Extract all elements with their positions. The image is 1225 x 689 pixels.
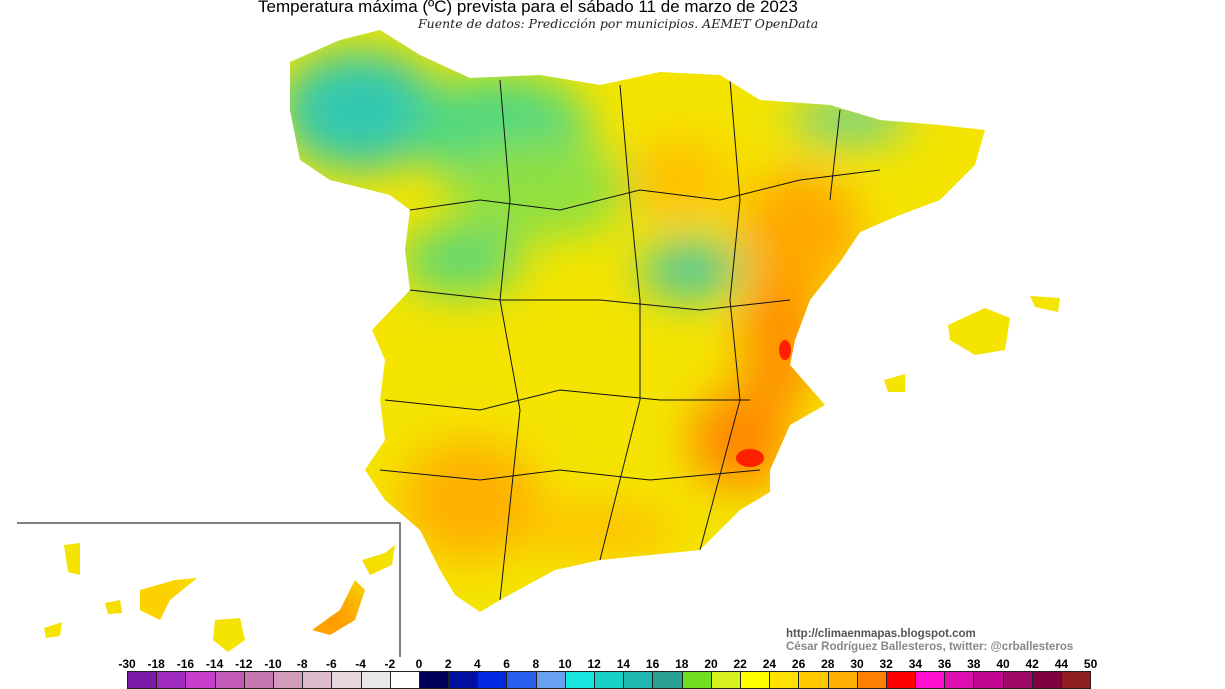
legend-color-box bbox=[478, 672, 508, 688]
legend-color-box bbox=[215, 672, 245, 688]
legend-label: 22 bbox=[733, 657, 747, 671]
legend-label: 28 bbox=[821, 657, 835, 671]
legend-label: 34 bbox=[908, 657, 923, 671]
legend-color-box bbox=[770, 672, 800, 688]
legend-color-box bbox=[945, 672, 975, 688]
legend-color-box bbox=[565, 672, 595, 688]
legend-label: 14 bbox=[616, 657, 631, 671]
legend-color-box bbox=[186, 672, 216, 688]
legend-color-box bbox=[1003, 672, 1033, 688]
map-subtitle: Fuente de datos: Predicción por municipi… bbox=[418, 16, 819, 31]
legend-label: 24 bbox=[762, 657, 777, 671]
legend-label: 50 bbox=[1083, 657, 1098, 671]
legend-label: 4 bbox=[474, 657, 481, 671]
legend-label: 6 bbox=[503, 657, 510, 671]
legend-color-box bbox=[303, 672, 333, 688]
legend-color-box bbox=[390, 672, 420, 688]
legend-label: -14 bbox=[205, 657, 224, 671]
legend-label: 42 bbox=[1025, 657, 1039, 671]
legend-label: 20 bbox=[704, 657, 718, 671]
legend-label: -16 bbox=[176, 657, 195, 671]
legend-color-box bbox=[916, 672, 946, 688]
legend-label: -12 bbox=[235, 657, 253, 671]
legend-label: 38 bbox=[967, 657, 981, 671]
credit-url: http://climaenmapas.blogspot.com bbox=[786, 628, 976, 640]
legend-color-box bbox=[332, 672, 362, 688]
map-title: Temperatura máxima (ºC) prevista para el… bbox=[258, 0, 798, 16]
legend-color-box bbox=[595, 672, 625, 688]
legend-color-box bbox=[244, 672, 274, 688]
legend-label: -4 bbox=[355, 657, 366, 671]
province-borders bbox=[379, 79, 881, 601]
legend-label: 12 bbox=[587, 657, 601, 671]
legend-color-box bbox=[624, 672, 654, 688]
legend-label: 30 bbox=[850, 657, 864, 671]
legend-label: 16 bbox=[645, 657, 660, 671]
legend-color-box bbox=[507, 672, 537, 688]
legend-color-box bbox=[828, 672, 858, 688]
color-legend bbox=[127, 671, 1092, 689]
legend-color-box bbox=[740, 672, 771, 688]
legend-color-box bbox=[974, 672, 1004, 688]
legend-color-box bbox=[361, 672, 391, 688]
legend-color-box bbox=[273, 672, 304, 688]
legend-color-box bbox=[886, 672, 917, 688]
legend-color-box bbox=[157, 672, 187, 688]
legend-label: -10 bbox=[264, 657, 282, 671]
legend-label: 26 bbox=[791, 657, 806, 671]
legend-color-box bbox=[682, 672, 712, 688]
legend-label: 32 bbox=[879, 657, 893, 671]
legend-label: 18 bbox=[675, 657, 689, 671]
legend-color-box bbox=[711, 672, 741, 688]
legend-color-box bbox=[449, 672, 479, 688]
canary-islands-inset-border bbox=[17, 522, 401, 657]
legend-color-box bbox=[653, 672, 683, 688]
legend-label: 0 bbox=[415, 657, 423, 671]
legend-label: -18 bbox=[147, 657, 165, 671]
legend-label: 10 bbox=[558, 657, 572, 671]
legend-color-box bbox=[799, 672, 829, 688]
legend-label: 2 bbox=[444, 657, 452, 671]
legend-color-box bbox=[419, 672, 450, 688]
legend-label: 44 bbox=[1054, 657, 1069, 671]
legend-color-box bbox=[1062, 672, 1091, 688]
legend-color-box bbox=[857, 672, 887, 688]
legend-label: 8 bbox=[532, 657, 540, 671]
legend-color-box bbox=[1032, 672, 1062, 688]
legend-label: -8 bbox=[296, 657, 308, 671]
legend-label: -30 bbox=[118, 657, 136, 671]
legend-color-box bbox=[536, 672, 566, 688]
credit-author: César Rodríguez Ballesteros, twitter: @c… bbox=[786, 641, 1074, 653]
legend-label: -2 bbox=[384, 657, 396, 671]
legend-label: -6 bbox=[326, 657, 337, 671]
legend-label: 40 bbox=[996, 657, 1010, 671]
legend-color-box bbox=[128, 672, 158, 688]
legend-label: 36 bbox=[937, 657, 952, 671]
legend-labels: -30 -18 -16 -14 -12 -10 -8 -6 -4 -2 0 2 4 6 8 10 12 14 16 1… bbox=[0, 657, 1225, 671]
